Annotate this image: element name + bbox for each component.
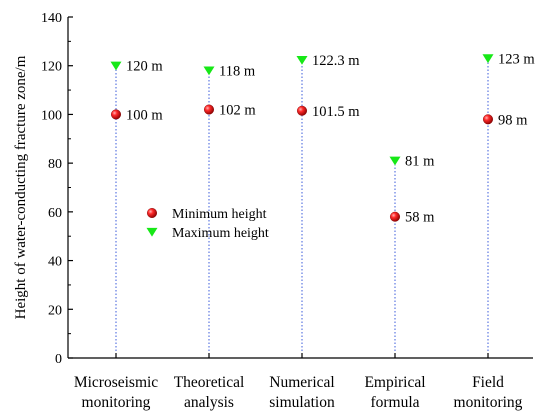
x-category-label-line: Theoretical — [174, 374, 245, 391]
data-label: 123 m — [498, 51, 535, 67]
y-tick-label: 120 — [41, 60, 62, 75]
data-label: 122.3 m — [312, 53, 360, 69]
min-height-point — [297, 105, 308, 116]
min-height-point — [110, 109, 121, 120]
y-tick-label: 60 — [48, 206, 62, 221]
legend-min-marker — [146, 207, 157, 218]
x-category-label: Microseismic monitoring — [74, 374, 158, 411]
legend: Minimum height Maximum height — [146, 207, 269, 241]
data-label: 81 m — [405, 154, 435, 170]
y-tick-label: 0 — [55, 352, 62, 367]
legend-label: Minimum height — [172, 207, 267, 222]
data-label: 98 m — [498, 112, 528, 128]
data-label: 102 m — [219, 103, 256, 119]
x-category-label-line: analysis — [184, 394, 234, 411]
x-category-label-line: Numerical — [269, 374, 334, 391]
y-tick-label: 140 — [41, 11, 62, 26]
max-height-point — [389, 156, 401, 166]
min-height-point — [203, 104, 214, 115]
x-category-label: Field monitoring — [454, 374, 523, 411]
x-category-label: Numerical simulation — [269, 374, 335, 411]
data-label: 101.5 m — [312, 104, 360, 120]
x-category-label-line: Microseismic — [74, 374, 158, 391]
y-tick-label: 100 — [41, 108, 62, 123]
min-height-point — [483, 114, 494, 125]
legend-label: Maximum height — [172, 226, 269, 241]
max-height-point — [203, 66, 215, 76]
x-category-label-line: Field — [472, 374, 504, 391]
legend-max-marker — [146, 227, 158, 237]
max-height-point — [482, 54, 494, 64]
x-category-label-line: Empirical — [364, 374, 425, 391]
x-category-label-line: monitoring — [454, 394, 523, 411]
data-label: 120 m — [126, 59, 163, 75]
max-height-point — [110, 61, 122, 71]
data-label: 100 m — [126, 107, 163, 123]
x-category-label-line: simulation — [269, 394, 335, 411]
max-height-point — [296, 55, 308, 65]
y-axis-title: Height of water-conducting fracture zone… — [13, 55, 29, 319]
x-category-label-line: formula — [370, 394, 419, 411]
y-tick-label: 20 — [48, 303, 62, 318]
y-tick-label: 80 — [48, 157, 62, 172]
data-label: 58 m — [405, 210, 435, 226]
x-category-label-line: monitoring — [82, 394, 151, 411]
x-category-label: Empirical formula — [364, 374, 425, 411]
data-label: 118 m — [219, 64, 256, 80]
x-category-label: Theoretical analysis — [174, 374, 245, 411]
y-tick-label: 40 — [48, 255, 62, 270]
plot-area: 0 20 40 60 80 100 120 140 Microseismic monitoring… — [41, 11, 535, 411]
min-height-point — [390, 211, 401, 222]
